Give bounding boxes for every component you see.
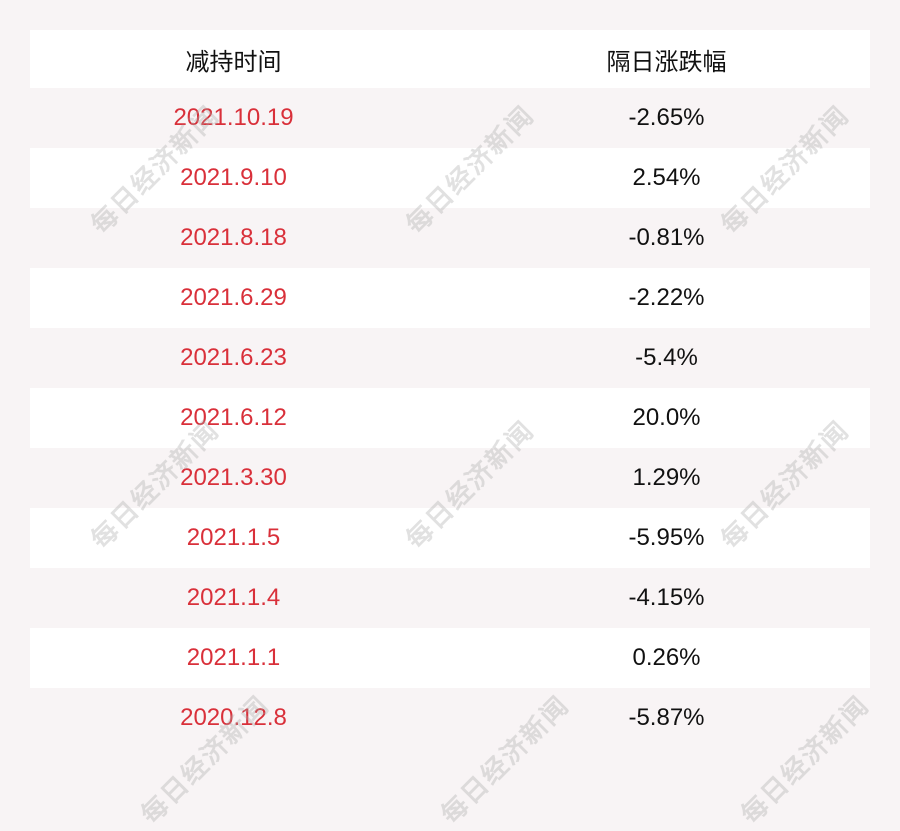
next-day-change: 2.54%	[632, 164, 701, 191]
header-change: 隔日涨跌幅	[606, 48, 727, 76]
reduction-date: 2021.1.1	[186, 644, 281, 671]
table-row: 2021.8.18 -0.81%	[30, 208, 870, 268]
table-row: 2021.6.12 20.0%	[30, 388, 870, 448]
reduction-date: 2021.3.30	[180, 464, 287, 491]
table-header: 减持时间 隔日涨跌幅	[30, 30, 870, 88]
header-date: 减持时间	[185, 48, 282, 76]
next-day-change: 20.0%	[632, 404, 701, 431]
table-row: 2021.6.29 -2.22%	[30, 268, 870, 328]
next-day-change: -2.22%	[628, 284, 705, 311]
table-row: 2021.10.19 -2.65%	[30, 88, 870, 148]
reduction-date: 2020.12.8	[180, 704, 287, 731]
next-day-change: -4.15%	[628, 584, 705, 611]
next-day-change: -5.87%	[628, 704, 705, 731]
table-row: 2021.9.10 2.54%	[30, 148, 870, 208]
next-day-change: 1.29%	[632, 464, 701, 491]
table-row: 2020.12.8 -5.87%	[30, 688, 870, 748]
reduction-date: 2021.6.23	[180, 344, 287, 371]
reduction-date: 2021.6.29	[180, 284, 287, 311]
reduction-date: 2021.6.12	[180, 404, 287, 431]
table-row: 2021.1.4 -4.15%	[30, 568, 870, 628]
next-day-change: -5.95%	[628, 524, 705, 551]
table-row: 2021.1.1 0.26%	[30, 628, 870, 688]
table-row: 2021.6.23 -5.4%	[30, 328, 870, 388]
next-day-change: -0.81%	[628, 224, 705, 251]
next-day-change: -5.4%	[635, 344, 698, 371]
next-day-change: -2.65%	[628, 104, 705, 131]
reduction-date: 2021.1.4	[186, 584, 281, 611]
table-row: 2021.1.5 -5.95%	[30, 508, 870, 568]
reduction-date: 2021.8.18	[180, 224, 287, 251]
reduction-date: 2021.10.19	[173, 104, 294, 131]
table-row: 2021.3.30 1.29%	[30, 448, 870, 508]
reduction-date: 2021.9.10	[180, 164, 287, 191]
reduction-table: 减持时间 隔日涨跌幅 2021.10.19 -2.65% 2021.9.10 2.54…	[30, 30, 870, 748]
next-day-change: 0.26%	[632, 644, 701, 671]
reduction-date: 2021.1.5	[186, 524, 281, 551]
